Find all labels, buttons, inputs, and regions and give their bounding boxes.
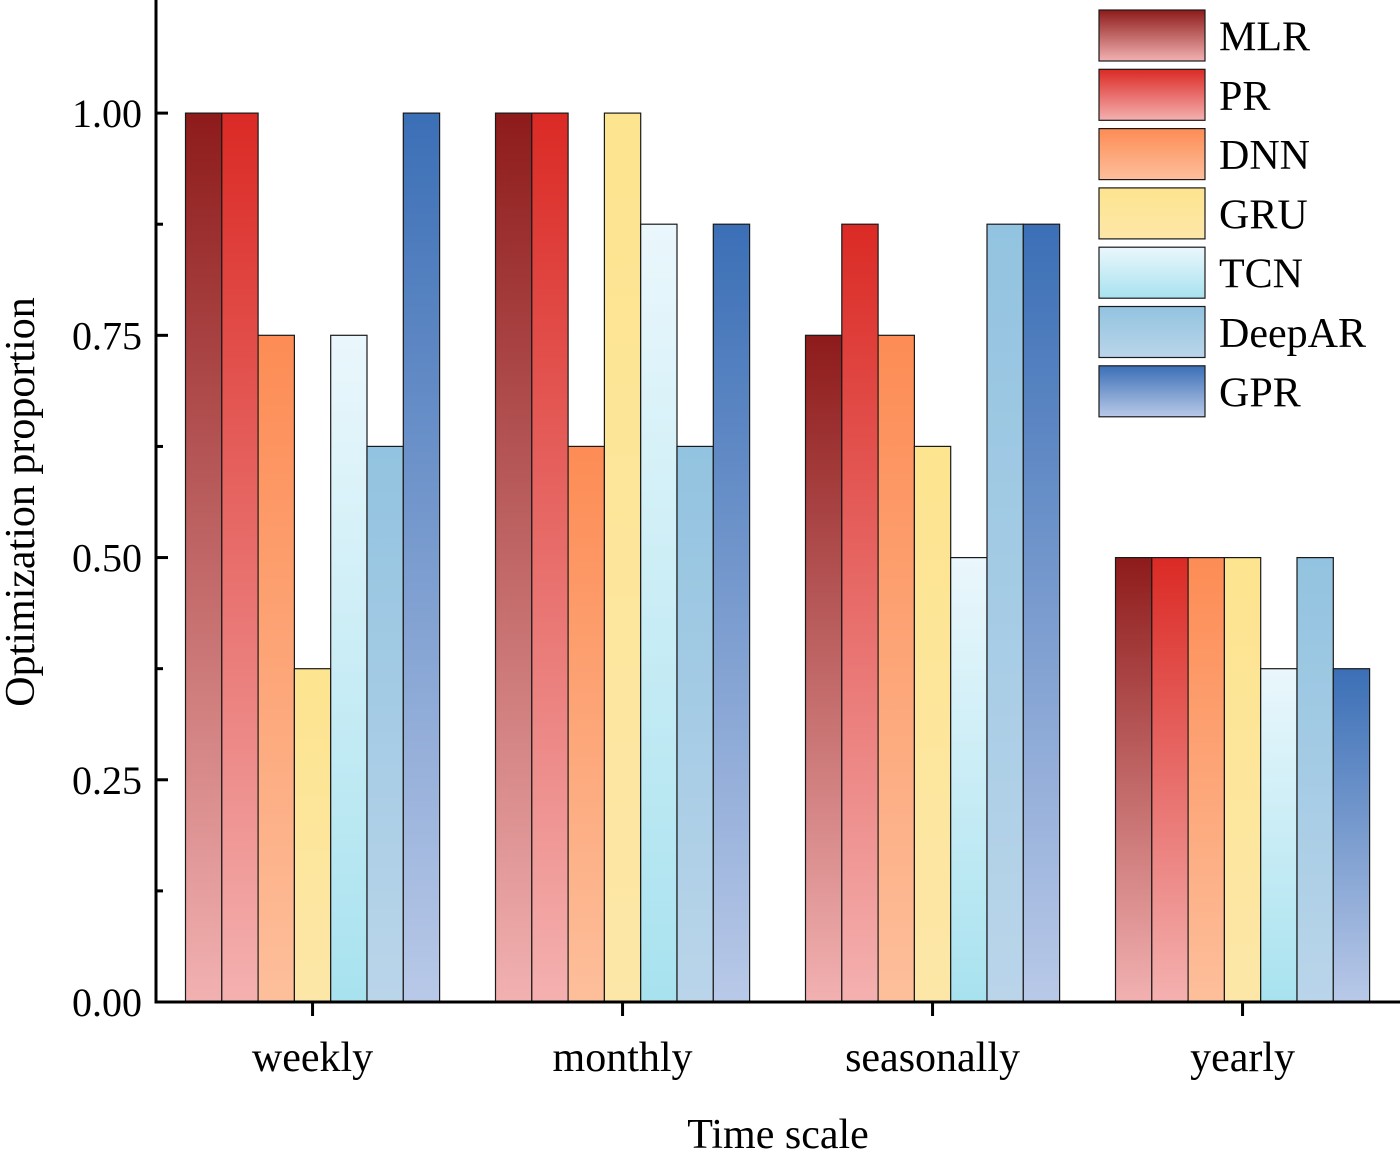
x-tick-label-seasonally: seasonally	[845, 1035, 1020, 1081]
y-tick-label: 1.00	[72, 91, 142, 136]
legend-swatch-tcn	[1098, 246, 1206, 299]
legend-label-mlr: MLR	[1219, 15, 1310, 61]
x-tick-label-monthly: monthly	[553, 1035, 693, 1081]
legend-swatch-mlr	[1098, 9, 1206, 62]
bar-deepar-seasonally	[986, 223, 1024, 1003]
legend-swatch-gpr	[1098, 365, 1206, 418]
bar-gpr-monthly	[712, 223, 751, 1003]
legend: MLR PR DNN GRU TCN DeepAR GPR	[1098, 9, 1366, 418]
axes-layer: 0.00 0.25 0.50 0.75 1.00 weekly monthly seasona…	[72, 0, 1400, 1081]
bar-deepar-yearly	[1296, 556, 1334, 1003]
legend-label-dnn: DNN	[1219, 133, 1310, 179]
legend-swatch-deepar	[1098, 305, 1206, 359]
x-tick-label-weekly: weekly	[252, 1035, 373, 1081]
bar-dnn-seasonally	[877, 334, 915, 1003]
legend-label-gpr: GPR	[1219, 370, 1301, 416]
y-tick-label: 0.50	[72, 536, 142, 581]
legend-label-pr: PR	[1219, 74, 1270, 120]
legend-swatch-pr	[1098, 68, 1206, 121]
bar-pr-yearly	[1151, 556, 1189, 1003]
bar-pr-monthly	[531, 112, 569, 1003]
bar-tcn-yearly	[1260, 668, 1298, 1003]
legend-label-gru: GRU	[1219, 192, 1308, 238]
bar-tcn-weekly	[330, 334, 368, 1003]
bar-dnn-yearly	[1187, 556, 1225, 1003]
bar-gru-monthly	[603, 112, 642, 1003]
bar-tcn-seasonally	[950, 556, 988, 1003]
bar-gru-seasonally	[913, 445, 952, 1003]
bar-gru-weekly	[293, 668, 332, 1003]
bar-mlr-weekly	[184, 112, 223, 1003]
x-tick-label-yearly: yearly	[1190, 1035, 1295, 1081]
bar-mlr-yearly	[1114, 556, 1153, 1003]
x-axis-title: Time scale	[687, 1112, 869, 1151]
bar-gru-yearly	[1223, 556, 1262, 1003]
bar-tcn-monthly	[640, 223, 678, 1003]
bar-mlr-monthly	[494, 112, 533, 1003]
bar-dnn-weekly	[257, 334, 296, 1003]
bar-dnn-monthly	[567, 445, 605, 1003]
bar-deepar-monthly	[676, 445, 714, 1003]
y-tick-label: 0.75	[72, 313, 142, 358]
bar-pr-seasonally	[841, 223, 879, 1003]
y-axis-title: Optimization proportion	[0, 297, 44, 706]
bar-mlr-seasonally	[804, 334, 843, 1003]
bar-pr-weekly	[221, 112, 259, 1003]
y-tick-label: 0.25	[72, 758, 142, 803]
bar-gpr-yearly	[1332, 668, 1371, 1003]
bar-deepar-weekly	[366, 445, 404, 1003]
legend-swatch-gru	[1098, 187, 1206, 240]
bars-layer	[184, 112, 1371, 1003]
bar-gpr-weekly	[402, 112, 441, 1003]
legend-label-deepar: DeepAR	[1219, 311, 1366, 357]
legend-swatch-dnn	[1098, 128, 1206, 181]
y-tick-label: 0.00	[72, 980, 142, 1025]
legend-label-tcn: TCN	[1219, 252, 1303, 298]
bar-gpr-seasonally	[1022, 223, 1061, 1003]
